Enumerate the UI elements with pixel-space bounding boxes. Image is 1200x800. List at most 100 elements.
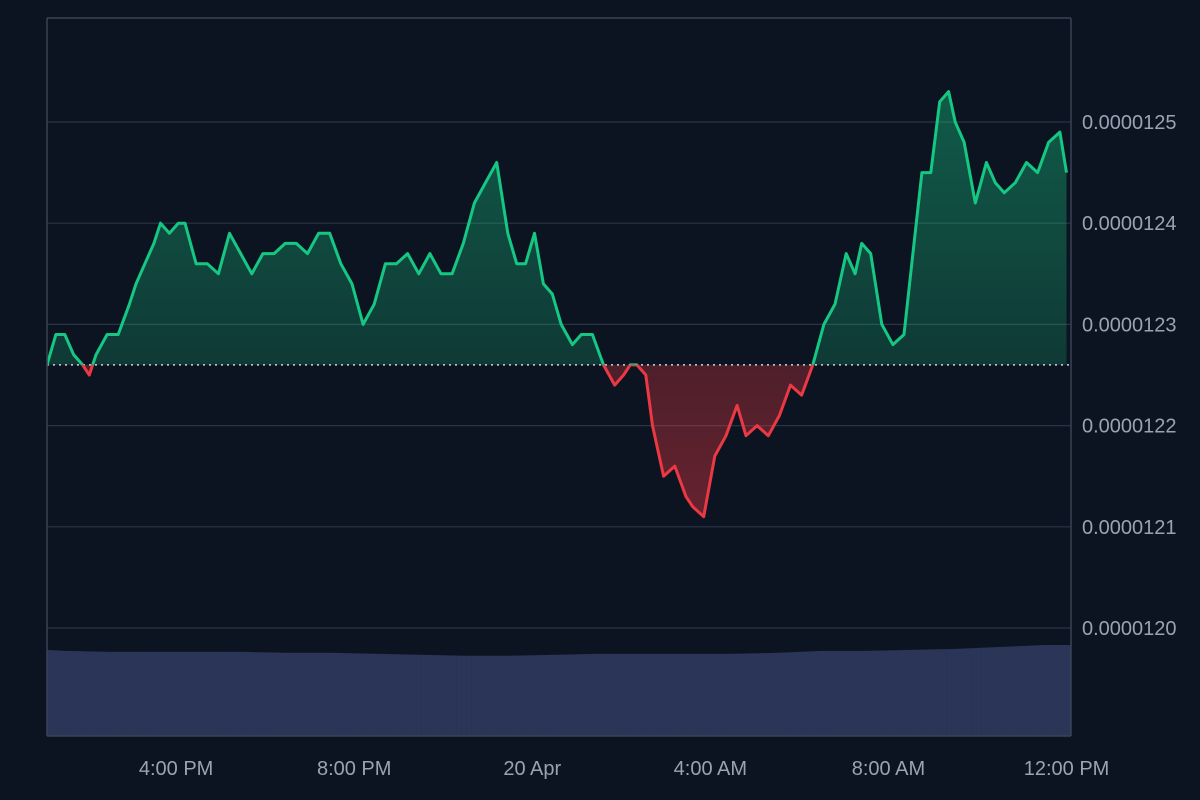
- volume-bar: [126, 651, 133, 736]
- volume-bar: [466, 655, 472, 736]
- price-line: [47, 90, 1068, 519]
- volume-bar: [951, 648, 957, 736]
- volume-bar: [806, 651, 812, 736]
- volume-bar: [546, 654, 552, 736]
- volume-bar: [401, 654, 407, 736]
- volume-bar: [671, 653, 677, 736]
- x-tick-label: 12:00 PM: [1024, 758, 1110, 780]
- volume-bar: [276, 652, 283, 736]
- volume-bar: [141, 651, 148, 736]
- volume-bar: [591, 653, 597, 736]
- volume-bar: [751, 653, 757, 736]
- volume-bar: [746, 653, 752, 736]
- volume-bar: [236, 651, 243, 736]
- volume-bar: [256, 652, 263, 736]
- volume-bar: [411, 654, 417, 736]
- volume-bar: [551, 654, 557, 736]
- volume-bar: [181, 651, 188, 736]
- volume-bar: [986, 647, 992, 736]
- volume-bar: [631, 653, 637, 736]
- volume-bar: [166, 651, 173, 736]
- volume-bar: [506, 655, 512, 736]
- volume-bar: [791, 652, 797, 736]
- volume-bar: [66, 650, 73, 736]
- volume-bar: [56, 650, 63, 736]
- volume-bar: [756, 653, 762, 736]
- volume-bar: [436, 655, 442, 736]
- volume-bar: [151, 651, 158, 736]
- volume-bar: [246, 651, 253, 736]
- volume-bar: [406, 654, 412, 736]
- axes: [46, 17, 1072, 737]
- volume-bar: [576, 654, 582, 736]
- volume-bar: [896, 650, 902, 736]
- volume-bar: [266, 652, 273, 736]
- volume-bar: [996, 647, 1002, 736]
- price-area-up: [47, 91, 1067, 365]
- volume-bar: [366, 653, 372, 736]
- y-tick-label: 0.0000121: [1082, 517, 1177, 539]
- volume-bar: [936, 649, 942, 736]
- volume-bar: [321, 652, 328, 736]
- volume-bar: [171, 651, 178, 736]
- volume-bar: [191, 651, 198, 736]
- volume-bar: [1051, 645, 1057, 736]
- volume-bar: [876, 650, 882, 736]
- volume-bar: [196, 651, 203, 736]
- volume-bar: [921, 649, 927, 736]
- volume-bar: [176, 651, 183, 736]
- volume-bar: [251, 652, 258, 736]
- volume-bar: [136, 651, 143, 736]
- y-tick-label: 0.0000124: [1082, 213, 1177, 235]
- y-tick-label: 0.0000122: [1082, 416, 1177, 438]
- volume-bar: [781, 652, 787, 736]
- volume-bar: [281, 652, 288, 736]
- volume-bar: [726, 653, 732, 736]
- volume-bar: [101, 651, 108, 736]
- volume-bar: [891, 650, 897, 736]
- volume-bar: [946, 649, 952, 736]
- volume-bar: [446, 655, 452, 736]
- volume-bar: [61, 650, 68, 736]
- volume-bar: [721, 653, 727, 736]
- volume-bar: [341, 653, 348, 736]
- volume-bar: [866, 650, 872, 736]
- volume-bar: [346, 653, 353, 736]
- volume-bar: [801, 651, 807, 736]
- volume-bar: [616, 653, 622, 736]
- volume-bar: [47, 650, 53, 736]
- volume-bar: [1006, 646, 1012, 736]
- volume-bar: [656, 653, 662, 736]
- volume-bar: [186, 651, 193, 736]
- volume-bar: [761, 653, 767, 736]
- x-axis-ticks: 4:00 PM 8:00 PM 20 Apr 4:00 AM 8:00 AM 12:00 …: [139, 758, 1109, 780]
- volume-bar: [941, 649, 947, 736]
- volume-bar: [566, 654, 572, 736]
- volume-bar: [381, 653, 387, 736]
- volume-bar: [496, 655, 502, 736]
- volume-bar: [361, 653, 367, 736]
- volume-bar: [601, 653, 607, 736]
- volume-bar: [846, 650, 852, 736]
- volume-bar: [336, 652, 343, 736]
- volume-bar: [811, 651, 817, 736]
- volume-bar: [521, 655, 527, 736]
- volume-bar: [316, 652, 323, 736]
- x-tick-label: 20 Apr: [503, 758, 561, 780]
- volume-bar: [981, 647, 987, 736]
- volume-bar: [626, 653, 632, 736]
- volume-bar: [886, 650, 892, 736]
- volume-bar: [661, 653, 667, 736]
- volume-bar: [201, 651, 208, 736]
- volume-bar: [971, 648, 977, 736]
- volume-bar: [681, 653, 687, 736]
- volume-bar: [161, 651, 168, 736]
- price-area: [47, 91, 1067, 517]
- volume-bar: [651, 653, 657, 736]
- volume-bar: [581, 654, 587, 736]
- volume-bar: [81, 651, 88, 736]
- volume-bar: [296, 652, 303, 736]
- volume-bar: [331, 652, 338, 736]
- volume-bar: [586, 654, 592, 736]
- volume-bar: [261, 652, 268, 736]
